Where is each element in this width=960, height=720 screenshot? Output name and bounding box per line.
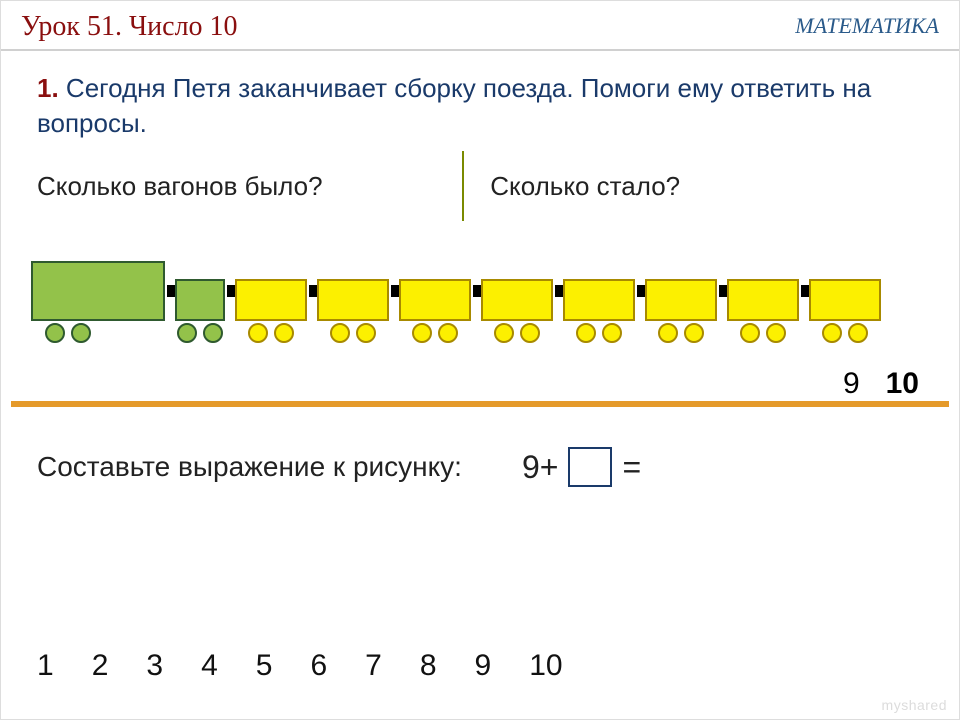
wheel-icon — [848, 323, 868, 343]
wheel-icon — [438, 323, 458, 343]
numline-7: 7 — [365, 649, 382, 683]
task-number: 1. — [37, 73, 59, 103]
subject-label: МАТЕМАТИКА — [795, 13, 939, 39]
numline-3: 3 — [146, 649, 163, 683]
green-car-wheels — [175, 323, 225, 343]
wheel-icon — [740, 323, 760, 343]
numline-9: 9 — [475, 649, 492, 683]
numline-5: 5 — [256, 649, 273, 683]
yellow-car-4 — [481, 279, 553, 343]
train — [31, 261, 885, 343]
numline-8: 8 — [420, 649, 437, 683]
yellow-car-6 — [645, 279, 717, 343]
wheel-icon — [248, 323, 268, 343]
yellow-car-2-body — [317, 279, 389, 321]
numline-2: 2 — [92, 649, 109, 683]
expression: 9+ = — [522, 447, 641, 487]
wheel-icon — [356, 323, 376, 343]
yellow-car-5 — [563, 279, 635, 343]
wheel-icon — [822, 323, 842, 343]
yellow-car-7-body — [727, 279, 799, 321]
yellow-car-3-wheels — [399, 323, 471, 343]
number-line: 1 2 3 4 5 6 7 8 9 10 — [37, 649, 563, 683]
train-area: 9 10 — [1, 241, 959, 401]
yellow-car-1-wheels — [235, 323, 307, 343]
wheel-icon — [71, 323, 91, 343]
numline-6: 6 — [310, 649, 327, 683]
wheel-icon — [520, 323, 540, 343]
numline-4: 4 — [201, 649, 218, 683]
task-body: Сегодня Петя заканчивает сборку поезда. … — [37, 73, 871, 138]
numline-10: 10 — [529, 649, 562, 683]
locomotive — [31, 261, 165, 343]
yellow-car-5-body — [563, 279, 635, 321]
yellow-car-8-wheels — [809, 323, 881, 343]
wheel-icon — [494, 323, 514, 343]
green-car-body — [175, 279, 225, 321]
yellow-car-6-body — [645, 279, 717, 321]
numline-1: 1 — [37, 649, 54, 683]
question-right: Сколько стало? — [484, 171, 923, 202]
yellow-car-3-body — [399, 279, 471, 321]
wheel-icon — [45, 323, 65, 343]
wheel-icon — [576, 323, 596, 343]
yellow-car-4-body — [481, 279, 553, 321]
task-text: 1. Сегодня Петя заканчивает сборку поезд… — [1, 51, 959, 141]
header: Урок 51. Число 10 МАТЕМАТИКА — [1, 1, 959, 51]
yellow-car-7-wheels — [727, 323, 799, 343]
yellow-car-6-wheels — [645, 323, 717, 343]
label-nine: 9 — [843, 367, 860, 401]
yellow-car-7 — [727, 279, 799, 343]
wheel-icon — [203, 323, 223, 343]
watermark: myshared — [882, 697, 947, 713]
wheel-icon — [766, 323, 786, 343]
expression-row: Составьте выражение к рисунку: 9+ = — [1, 407, 959, 487]
yellow-car-2-wheels — [317, 323, 389, 343]
locomotive-wheels — [31, 323, 165, 343]
expression-prompt: Составьте выражение к рисунку: — [37, 451, 462, 483]
yellow-car-8-body — [809, 279, 881, 321]
wheel-icon — [274, 323, 294, 343]
question-divider — [462, 151, 464, 221]
wheel-icon — [412, 323, 432, 343]
slide-page: Урок 51. Число 10 МАТЕМАТИКА 1. Сегодня … — [0, 0, 960, 720]
yellow-car-5-wheels — [563, 323, 635, 343]
question-left: Сколько вагонов было? — [37, 171, 462, 202]
yellow-car-2 — [317, 279, 389, 343]
green-car — [175, 279, 225, 343]
yellow-car-4-wheels — [481, 323, 553, 343]
locomotive-body — [31, 261, 165, 321]
wheel-icon — [330, 323, 350, 343]
expr-lhs: 9+ — [522, 449, 558, 486]
label-ten: 10 — [886, 367, 919, 401]
yellow-car-3 — [399, 279, 471, 343]
yellow-car-1-body — [235, 279, 307, 321]
expr-eq: = — [622, 449, 641, 486]
wheel-icon — [602, 323, 622, 343]
train-labels: 9 10 — [843, 367, 919, 401]
wheel-icon — [684, 323, 704, 343]
yellow-car-8 — [809, 279, 881, 343]
yellow-car-1 — [235, 279, 307, 343]
questions-row: Сколько вагонов было? Сколько стало? — [1, 141, 959, 221]
expr-blank-box[interactable] — [568, 447, 612, 487]
wheel-icon — [658, 323, 678, 343]
wheel-icon — [177, 323, 197, 343]
lesson-title: Урок 51. Число 10 — [21, 11, 238, 42]
